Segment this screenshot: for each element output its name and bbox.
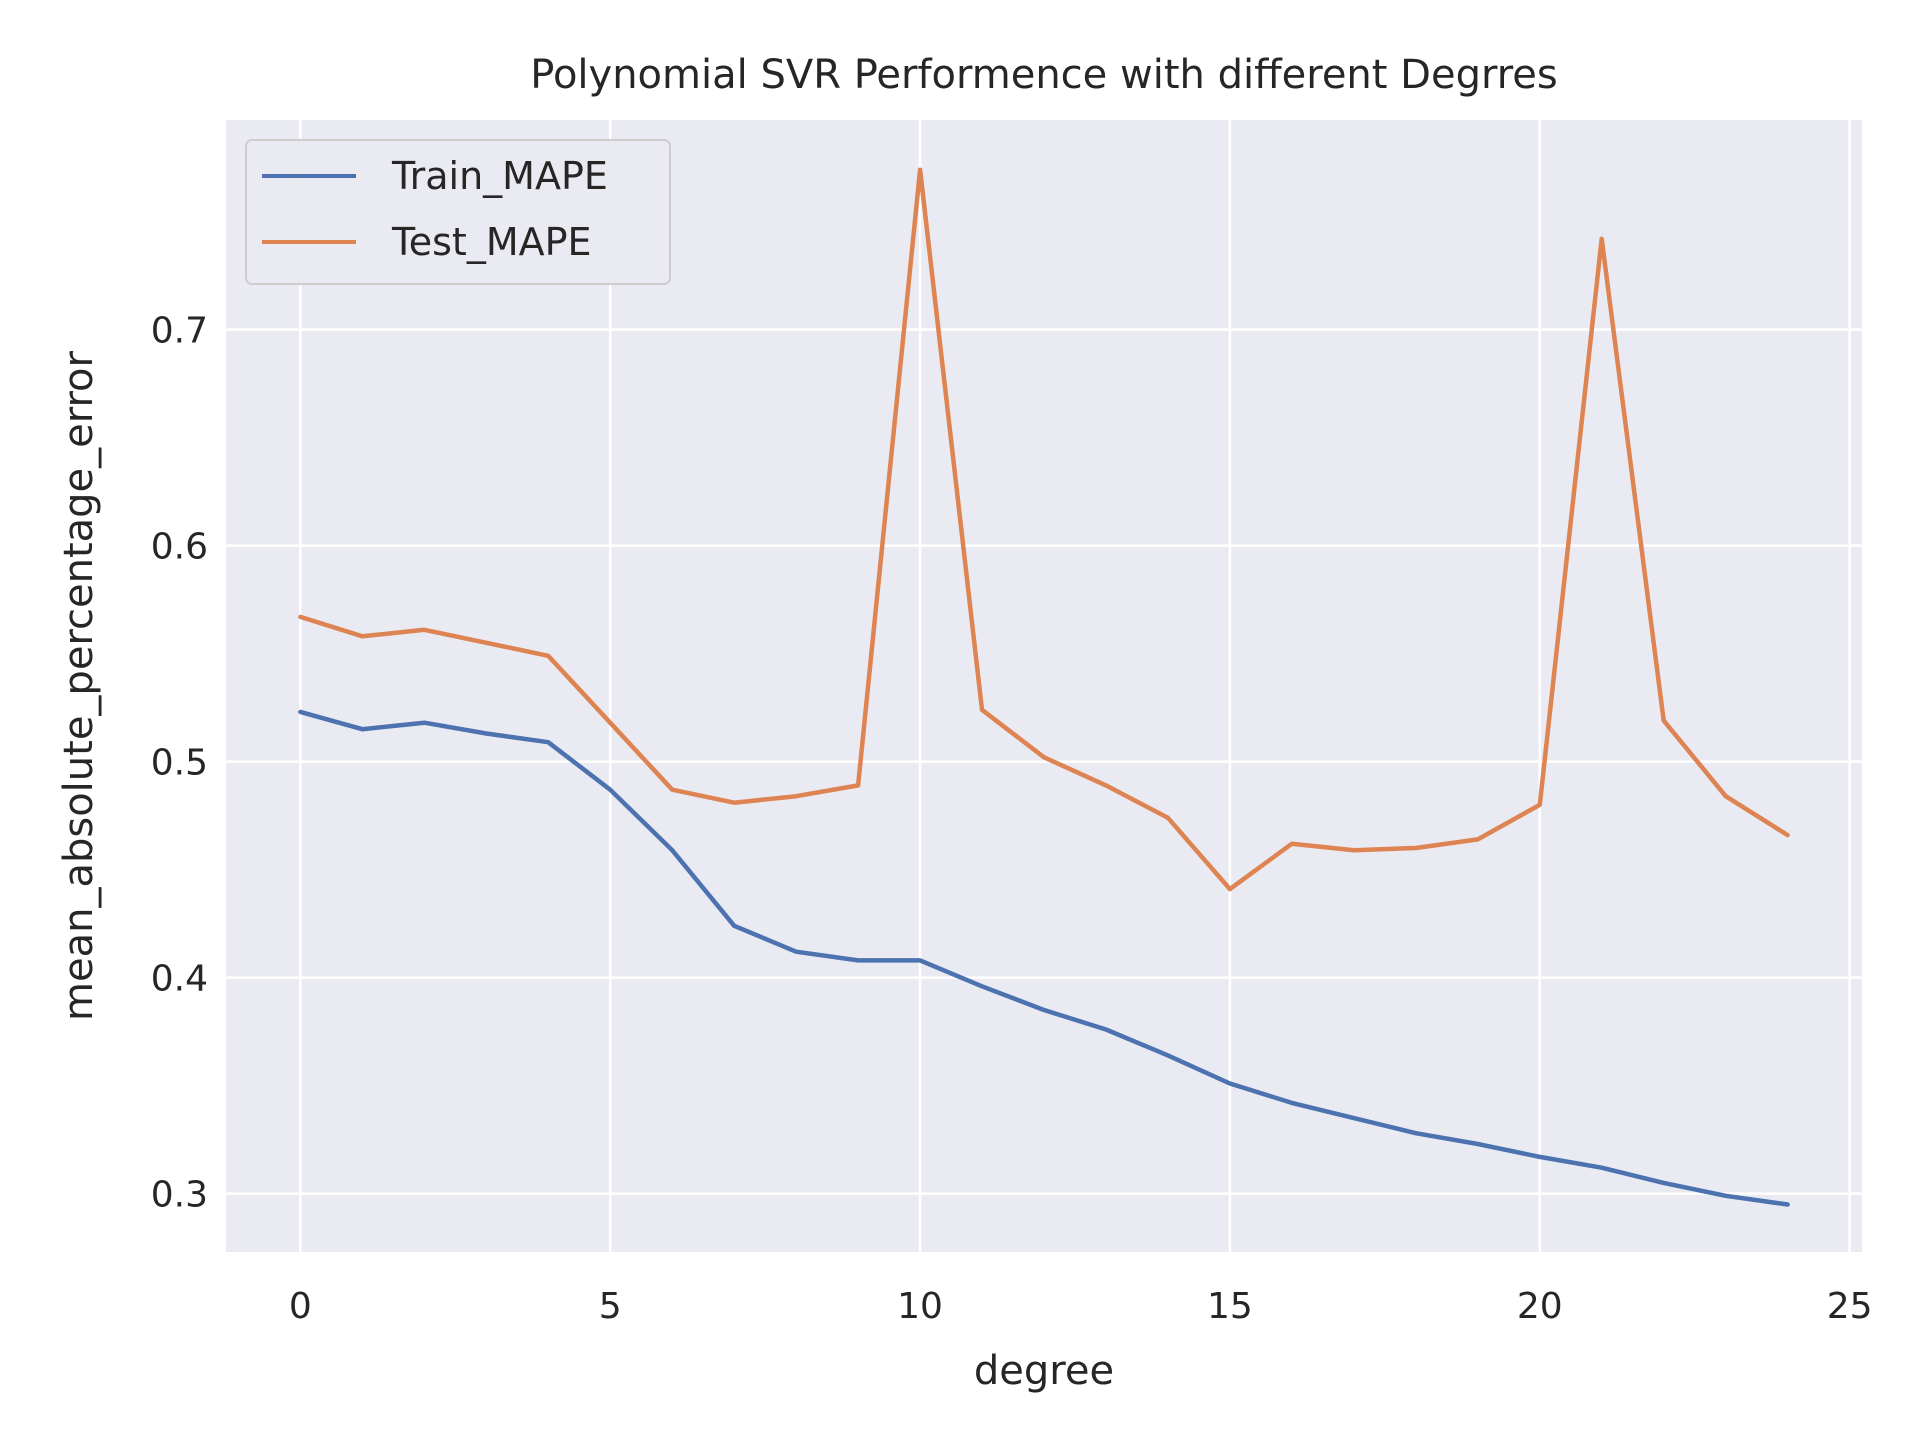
series-line-train-mape xyxy=(298,709,1790,1207)
grid xyxy=(226,120,1862,1252)
x-tick-label: 10 xyxy=(897,1286,943,1327)
series-lines xyxy=(298,167,1790,1207)
y-tick-label: 0.7 xyxy=(151,311,208,352)
x-tick-label: 20 xyxy=(1517,1286,1563,1327)
x-tick-label: 0 xyxy=(289,1286,312,1327)
chart-title: Polynomial SVR Performence with differen… xyxy=(530,52,1557,98)
series-line-test-mape xyxy=(298,167,1790,892)
y-tick-label: 0.5 xyxy=(151,743,208,784)
legend-label-train: Train_MAPE xyxy=(391,154,608,198)
y-tick-label: 0.4 xyxy=(151,959,208,1000)
x-tick-label: 25 xyxy=(1827,1286,1873,1327)
x-tick-label: 5 xyxy=(599,1286,622,1327)
plot-background xyxy=(226,120,1862,1252)
y-tick-labels: 0.3 0.4 0.5 0.6 0.7 xyxy=(151,311,208,1216)
y-tick-label: 0.3 xyxy=(151,1175,208,1216)
y-axis-label: mean_absolute_percentage_error xyxy=(56,350,102,1021)
legend: Train_MAPE Test_MAPE xyxy=(245,139,671,285)
x-axis-label: degree xyxy=(974,1348,1114,1394)
y-tick-label: 0.6 xyxy=(151,527,208,568)
x-tick-labels: 0 5 10 15 20 25 xyxy=(289,1286,1873,1327)
x-tick-label: 15 xyxy=(1207,1286,1253,1327)
legend-label-test: Test_MAPE xyxy=(391,220,592,264)
